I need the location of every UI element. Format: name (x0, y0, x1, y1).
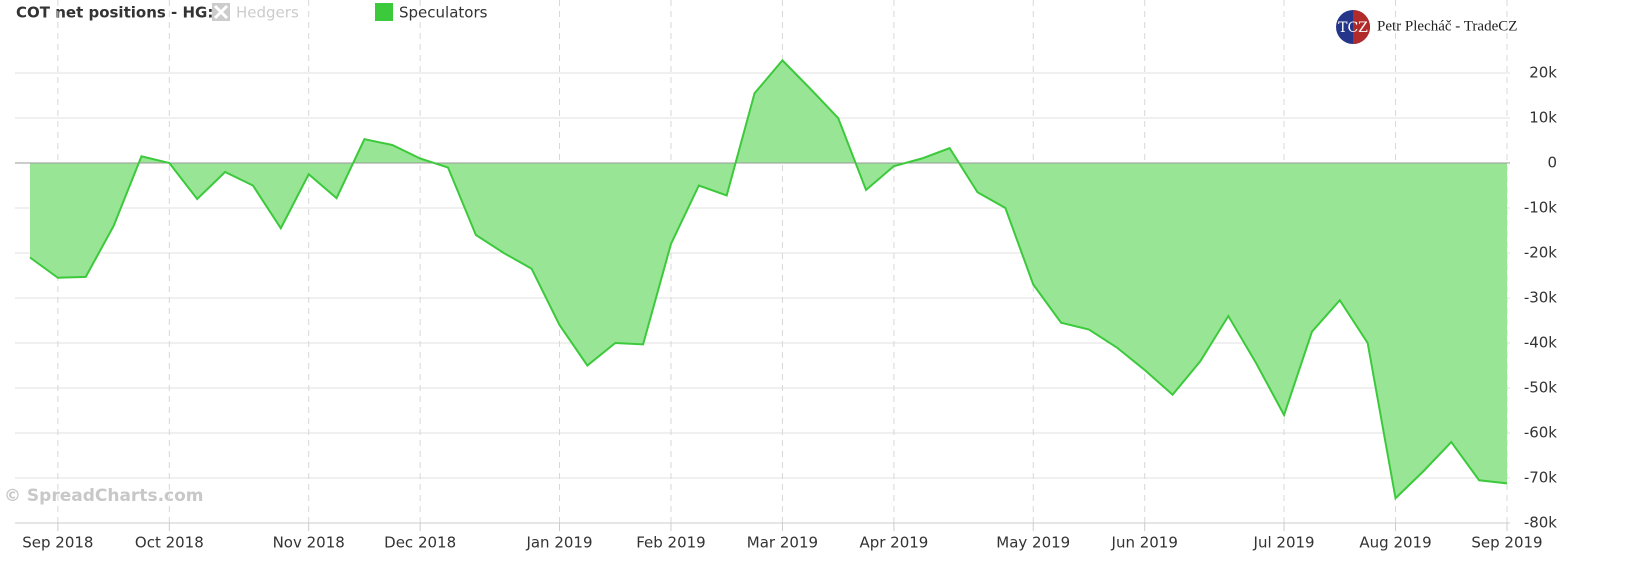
x-tick-label: Aug 2019 (1359, 534, 1431, 552)
legend-hidden-mark (213, 4, 229, 20)
x-tick-label: Mar 2019 (747, 534, 818, 552)
y-tick-label: 20k (1529, 64, 1557, 82)
x-tick-label: Dec 2018 (384, 534, 456, 552)
x-tick-label: Feb 2019 (636, 534, 706, 552)
y-tick-label: -70k (1524, 469, 1557, 487)
logo-badge-half (1353, 10, 1370, 44)
y-tick-label: -30k (1524, 289, 1557, 307)
y-tick-label: 10k (1529, 109, 1557, 127)
x-tick-label: May 2019 (996, 534, 1070, 552)
x-tick-label: Oct 2018 (135, 534, 204, 552)
x-tick-label: Jul 2019 (1253, 534, 1315, 552)
legend-swatch (375, 3, 393, 21)
y-tick-label: -10k (1524, 199, 1557, 217)
y-tick-label: -40k (1524, 334, 1557, 352)
chart-title: COT net positions - HG: (16, 4, 213, 22)
logo-text: TCZ (1338, 20, 1368, 36)
line (29, 58, 1508, 501)
x-tick-label: Nov 2018 (273, 534, 345, 552)
y-tick-label: 0 (1547, 154, 1557, 172)
legend-label[interactable]: Speculators (399, 4, 488, 22)
credit: © SpreadCharts.com (4, 486, 204, 506)
legend-label[interactable]: Hedgers (236, 4, 299, 22)
area (30, 60, 1507, 499)
x-tick-label: Jan 2019 (525, 534, 592, 552)
x-tick-label: Sep 2019 (1471, 534, 1542, 552)
x-tick-label: Sep 2018 (22, 534, 93, 552)
x-tick-label: Jun 2019 (1111, 534, 1178, 552)
author: Petr Plecháč - TradeCZ (1377, 18, 1517, 34)
y-tick-label: -60k (1524, 424, 1557, 442)
y-tick-label: -20k (1524, 244, 1557, 262)
x-tick-label: Apr 2019 (859, 534, 928, 552)
y-tick-label: -80k (1524, 514, 1557, 532)
y-tick-label: -50k (1524, 379, 1557, 397)
